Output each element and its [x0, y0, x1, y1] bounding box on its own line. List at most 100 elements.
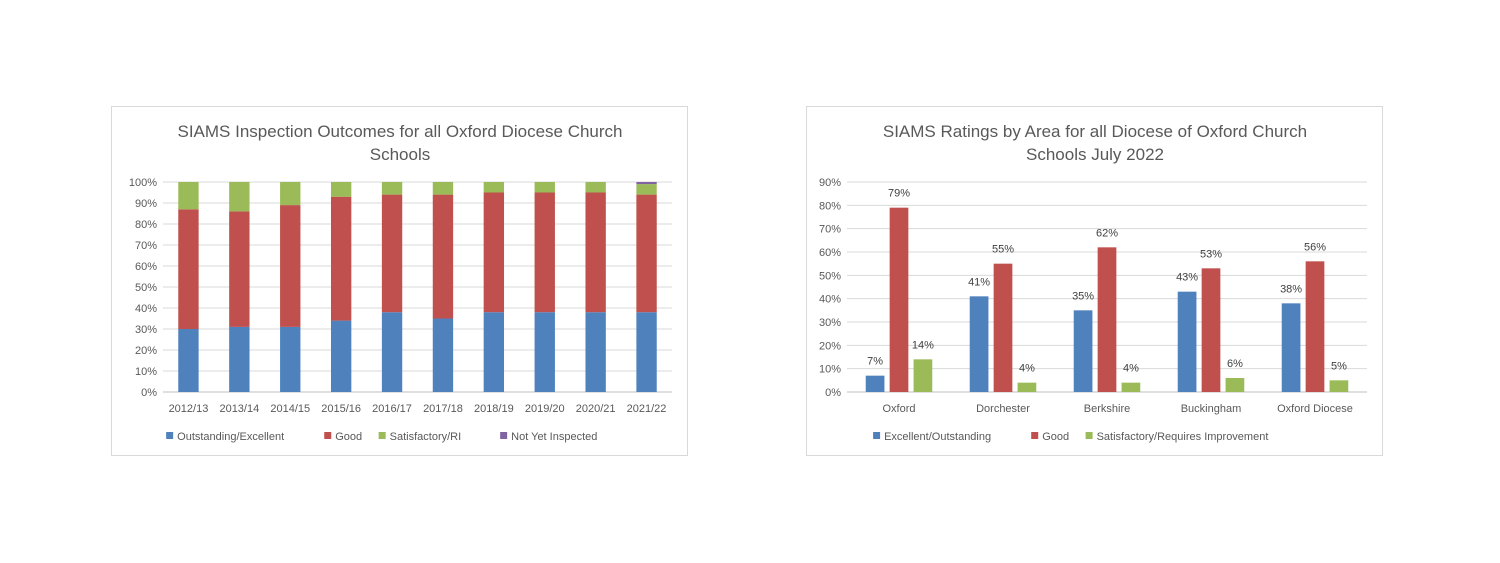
bar-segment [381, 194, 403, 313]
y-tick-label: 20% [135, 345, 157, 357]
y-tick-label: 20% [819, 340, 841, 352]
legend-label: Good [335, 431, 362, 443]
bar-segment [534, 312, 555, 392]
legend-swatch [500, 432, 508, 439]
x-tick-label: Berkshire [1084, 403, 1130, 415]
ratings-by-area-chart-svg: SIAMS Ratings by Area for all Diocese of… [819, 122, 1367, 443]
bar-segment [229, 182, 250, 212]
bar [969, 296, 989, 392]
bar [1017, 382, 1037, 392]
bar [1177, 291, 1197, 392]
bar-segment [636, 184, 657, 195]
y-tick-label: 10% [135, 366, 157, 378]
legend-swatch [378, 432, 386, 439]
y-tick-label: 90% [135, 198, 157, 210]
chart-title-line-2: Schools [370, 145, 430, 164]
bar-segment [483, 192, 505, 313]
y-tick-label: 30% [135, 324, 157, 336]
y-tick-label: 70% [819, 224, 841, 236]
bar-segment [178, 182, 199, 210]
y-tick-label: 90% [819, 177, 841, 189]
bar-segment [381, 312, 403, 392]
bar [1305, 261, 1325, 392]
data-label: 14% [912, 339, 934, 351]
bar-segment [330, 320, 352, 392]
y-tick-label: 0% [141, 387, 157, 399]
bar-segment [432, 318, 454, 392]
data-label: 35% [1072, 290, 1094, 302]
x-tick-label: 2013/14 [219, 403, 259, 415]
data-label: 55% [992, 244, 1014, 256]
y-tick-label: 40% [819, 294, 841, 306]
bar [1073, 310, 1093, 392]
y-tick-label: 60% [819, 247, 841, 259]
bar-segment [636, 194, 657, 313]
bar-segment [483, 182, 505, 193]
data-label: 43% [1176, 272, 1198, 284]
bar-segment [178, 329, 199, 392]
bar-segment [534, 192, 555, 313]
data-label: 5% [1331, 360, 1347, 372]
y-tick-label: 100% [129, 177, 157, 189]
y-tick-label: 40% [135, 303, 157, 315]
data-label: 4% [1123, 363, 1139, 375]
x-tick-label: 2016/17 [372, 403, 412, 415]
legend-swatch [1085, 432, 1093, 439]
chart-title-line-1: SIAMS Inspection Outcomes for all Oxford… [177, 122, 622, 141]
bar-segment [280, 182, 301, 206]
y-tick-label: 0% [825, 387, 841, 399]
bar-segment [229, 211, 250, 327]
y-tick-label: 30% [819, 317, 841, 329]
data-label: 4% [1019, 363, 1035, 375]
bar-segment [636, 182, 657, 185]
bar [1329, 380, 1349, 392]
bar-segment [585, 182, 606, 193]
data-label: 6% [1227, 358, 1243, 370]
bar-segment [330, 196, 352, 321]
x-tick-label: 2019/20 [525, 403, 565, 415]
legend-label: Excellent/Outstanding [884, 431, 991, 443]
x-tick-label: 2021/22 [627, 403, 667, 415]
bar-segment [330, 182, 352, 197]
legend-swatch [166, 432, 174, 439]
x-tick-label: 2015/16 [321, 403, 361, 415]
data-label: 7% [867, 356, 883, 368]
x-tick-label: 2017/18 [423, 403, 463, 415]
legend-label: Outstanding/Excellent [177, 431, 284, 443]
legend-swatch [324, 432, 332, 439]
x-tick-label: Oxford [882, 403, 915, 415]
bar-segment [432, 182, 454, 195]
y-tick-label: 60% [135, 261, 157, 273]
bar-segment [178, 209, 199, 329]
bar [1097, 247, 1117, 392]
bar [889, 207, 909, 392]
bar [1121, 382, 1141, 392]
bar-segment [229, 326, 250, 392]
y-tick-label: 10% [819, 364, 841, 376]
bar-segment [636, 312, 657, 392]
data-label: 62% [1096, 227, 1118, 239]
data-label: 79% [888, 188, 910, 200]
bar [1201, 268, 1221, 392]
chart-title-line-2: Schools July 2022 [1026, 145, 1164, 164]
bar-segment [381, 182, 403, 195]
legend-label: Not Yet Inspected [511, 431, 597, 443]
y-tick-label: 80% [819, 200, 841, 212]
x-tick-label: 2012/13 [169, 403, 209, 415]
data-label: 53% [1200, 248, 1222, 260]
bar-segment [483, 312, 505, 392]
bar-segment [280, 326, 301, 392]
y-tick-label: 50% [819, 270, 841, 282]
ratings-by-area-chart: SIAMS Ratings by Area for all Diocese of… [806, 106, 1383, 456]
bar-segment [585, 312, 606, 392]
x-tick-label: Oxford Diocese [1277, 403, 1353, 415]
y-tick-label: 50% [135, 282, 157, 294]
legend-label: Good [1042, 431, 1069, 443]
x-tick-label: Buckingham [1181, 403, 1242, 415]
bar [993, 263, 1013, 392]
x-tick-label: 2018/19 [474, 403, 514, 415]
y-tick-label: 70% [135, 240, 157, 252]
legend-label: Satisfactory/Requires Improvement [1097, 431, 1269, 443]
bar-segment [585, 192, 606, 313]
data-label: 56% [1304, 241, 1326, 253]
